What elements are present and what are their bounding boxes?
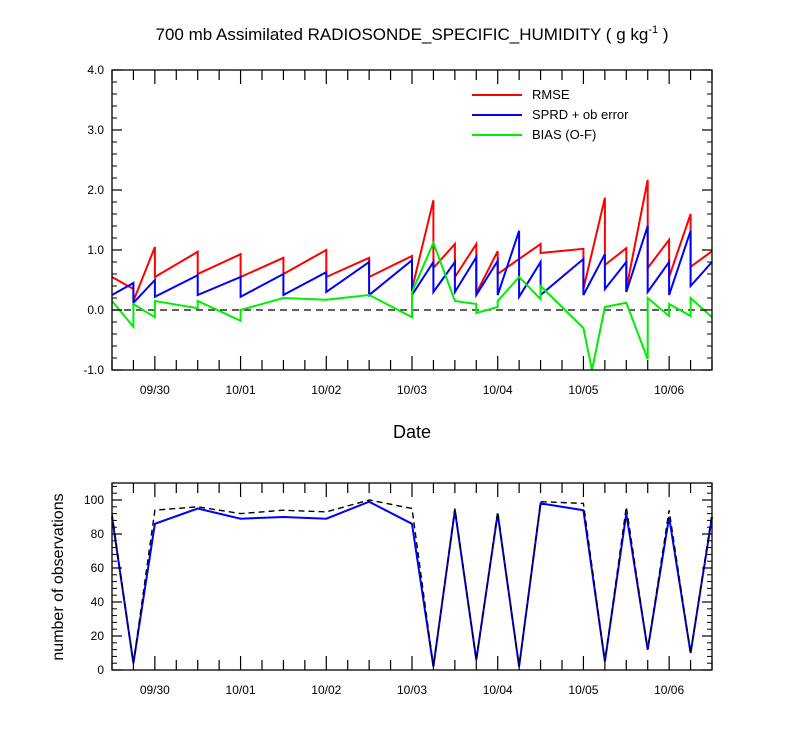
bottom-series-assimilated xyxy=(111,500,713,667)
bottom-axes: 0 20 40 60 80 100 09/30 10/01 10/02 10/03 10/04 10/… xyxy=(84,482,713,697)
top-series-lines xyxy=(111,179,713,371)
top-y-tick-label: 3.0 xyxy=(87,123,104,137)
bottom-x-date-label: 10/02 xyxy=(311,683,341,697)
top-y-tick-label: 4.0 xyxy=(87,63,104,77)
top-x-date-label: 10/01 xyxy=(226,383,256,397)
bottom-y-tick-label: 100 xyxy=(84,493,104,507)
top-x-date-label: 10/05 xyxy=(568,383,598,397)
top-x-date-label: 10/04 xyxy=(483,383,513,397)
top-x-axis-label: Date xyxy=(393,422,431,442)
bottom-x-date-label: 10/04 xyxy=(483,683,513,697)
top-y-tick-label: 1.0 xyxy=(87,243,104,257)
bottom-x-date-label: 10/03 xyxy=(397,683,427,697)
bottom-y-tick-label: 60 xyxy=(91,561,105,575)
top-series-sprd-ob-error xyxy=(111,225,713,306)
top-y-tick-label: 2.0 xyxy=(87,183,104,197)
bottom-y-tick-label: 20 xyxy=(91,629,105,643)
legend-label-sprd-ob-error: SPRD + ob error xyxy=(532,107,629,122)
chart-title: 700 mb Assimilated RADIOSONDE_SPECIFIC_H… xyxy=(156,24,669,44)
chart-title-main: 700 mb Assimilated RADIOSONDE_SPECIFIC_H… xyxy=(156,25,649,44)
bottom-x-date-label: 10/06 xyxy=(654,683,684,697)
bottom-y-tick-label: 0 xyxy=(97,663,104,677)
legend-label-bias-o-f: BIAS (O-F) xyxy=(532,127,596,142)
bottom-y-tick-label: 80 xyxy=(91,527,105,541)
bottom-x-date-label: 10/01 xyxy=(226,683,256,697)
top-panel: 700 mb Assimilated RADIOSONDE_SPECIFIC_H… xyxy=(83,24,713,442)
top-axes: -1.0 0.0 1.0 2.0 3.0 4.0 09/30 10/01 10/02 10/03 1… xyxy=(83,63,713,397)
top-x-date-label: 10/02 xyxy=(311,383,341,397)
bottom-series-possible xyxy=(111,499,713,667)
top-x-date-label: 10/03 xyxy=(397,383,427,397)
legend-label-rmse: RMSE xyxy=(532,87,570,102)
top-y-tick-label: -1.0 xyxy=(83,363,104,377)
top-y-tick-label: 0.0 xyxy=(87,303,104,317)
bottom-plot-frame xyxy=(111,482,713,671)
bottom-panel: 0 20 40 60 80 100 09/30 10/01 10/02 10/03 10/04 10/… xyxy=(50,482,713,697)
bottom-y-axis-label: number of observations xyxy=(50,493,67,660)
bottom-series-lines xyxy=(111,499,713,667)
top-x-date-label: 09/30 xyxy=(140,383,170,397)
bottom-x-date-label: 10/05 xyxy=(568,683,598,697)
top-x-date-label: 10/06 xyxy=(654,383,684,397)
top-legend: RMSE SPRD + ob error BIAS (O-F) xyxy=(472,87,629,142)
bottom-x-date-label: 09/30 xyxy=(140,683,170,697)
bottom-y-tick-label: 40 xyxy=(91,595,105,609)
top-series-bias-o-f xyxy=(111,240,713,371)
chart-title-superscript: -1 xyxy=(648,24,658,36)
chart-title-suffix: ) xyxy=(658,25,668,44)
